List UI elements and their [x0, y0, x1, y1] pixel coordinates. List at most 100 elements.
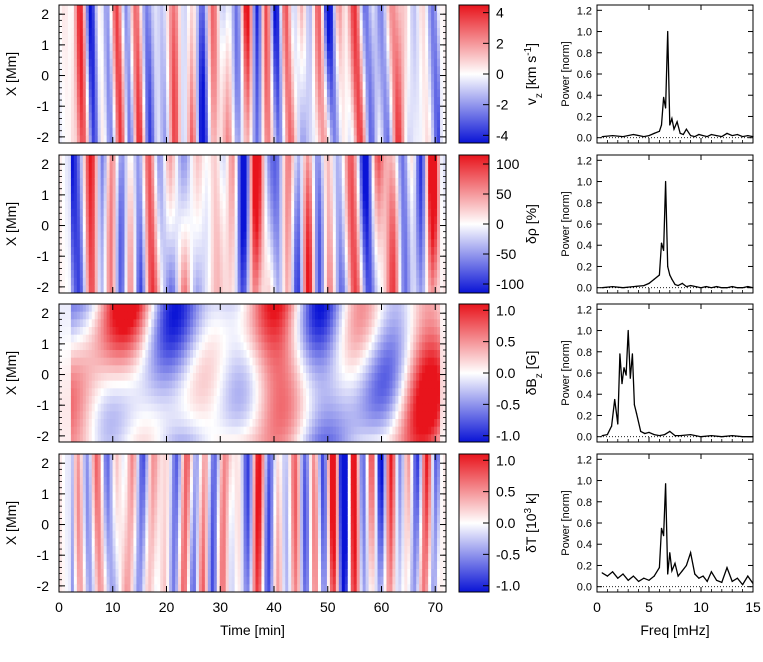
heatmap-cell — [213, 193, 218, 202]
heatmap-cell — [240, 43, 244, 52]
heatmap-cell — [389, 285, 393, 294]
heatmap-cell — [94, 254, 99, 263]
heatmap-cell — [243, 58, 247, 67]
heatmap-cell — [359, 35, 364, 44]
heatmap-cell — [97, 58, 102, 67]
heatmap-cell — [294, 12, 298, 21]
heatmap-cell — [315, 120, 319, 129]
heatmap-cell — [219, 20, 224, 29]
heatmap-cell — [213, 247, 218, 256]
heatmap-cell — [341, 216, 346, 225]
heatmap-cell — [175, 51, 179, 60]
heatmap-cell — [222, 97, 227, 106]
heatmap-cell — [109, 208, 113, 217]
heatmap-cell — [133, 185, 137, 194]
heatmap-cell — [365, 81, 369, 90]
heatmap-cell — [88, 135, 93, 144]
heatmap-cell — [85, 58, 90, 67]
y-tick-label: 0.6 — [577, 69, 592, 81]
heatmap-cell — [163, 112, 167, 121]
heatmap-cell — [338, 270, 343, 279]
heatmap-cell — [184, 247, 188, 256]
heatmap-cell — [303, 254, 307, 263]
heatmap-cell — [306, 277, 310, 286]
heatmap-cell — [234, 201, 239, 210]
heatmap-cell — [252, 185, 256, 194]
heatmap-cell — [317, 216, 322, 225]
heatmap-cell — [389, 262, 393, 271]
heatmap-cell — [297, 193, 301, 202]
heatmap-cell — [300, 97, 304, 106]
heatmap-cell — [353, 5, 358, 14]
heatmap-cell — [383, 51, 387, 60]
heatmap-cell — [255, 51, 259, 60]
heatmap-cell — [326, 51, 331, 60]
heatmap-cell — [386, 170, 390, 179]
heatmap-cell — [374, 66, 378, 75]
heatmap-cell — [166, 51, 170, 60]
heatmap-cell — [112, 254, 116, 263]
heatmap-cell — [294, 28, 298, 37]
heatmap-cell — [118, 43, 122, 52]
heatmap-cell — [219, 97, 224, 106]
heatmap-cell — [91, 112, 96, 121]
heatmap-cell — [79, 155, 84, 164]
heatmap-cell — [67, 58, 72, 67]
heatmap-cell — [151, 201, 155, 210]
heatmap-cell — [362, 104, 367, 113]
heatmap-cell — [243, 162, 247, 171]
heatmap-cell — [386, 231, 390, 240]
heatmap-cell — [326, 74, 331, 83]
heatmap-cell — [127, 20, 131, 29]
heatmap-cell — [201, 12, 206, 21]
heatmap-cell — [118, 5, 122, 14]
heatmap-cell — [395, 12, 399, 21]
heatmap-cell — [335, 20, 340, 29]
heatmap-cell — [297, 43, 301, 52]
heatmap-cell — [79, 66, 84, 75]
heatmap-cell — [368, 208, 372, 217]
heatmap-cell — [237, 43, 241, 52]
heatmap-cell — [258, 247, 262, 256]
heatmap-cell — [136, 247, 140, 256]
heatmap-cell — [207, 201, 212, 210]
heatmap-cell — [428, 35, 432, 44]
heatmap-cell — [94, 120, 99, 129]
heatmap-cell — [213, 285, 218, 294]
heatmap-cell — [347, 224, 352, 233]
heatmap-cell — [97, 162, 102, 171]
heatmap-cell — [437, 170, 441, 179]
heatmap-cell — [246, 135, 250, 144]
heatmap-cell — [192, 43, 197, 52]
heatmap-cell — [371, 239, 375, 248]
heatmap-cell — [267, 28, 271, 37]
heatmap-cell — [79, 120, 84, 129]
heatmap-cell — [67, 12, 72, 21]
heatmap-cell — [398, 162, 402, 171]
heatmap-cell — [121, 231, 125, 240]
heatmap-cell — [172, 262, 176, 271]
heatmap-cell — [356, 66, 361, 75]
heatmap-cell — [118, 162, 122, 171]
heatmap-cell — [243, 216, 247, 225]
heatmap-cell — [264, 89, 268, 98]
heatmap-cell — [401, 277, 405, 286]
heatmap-cell — [151, 193, 155, 202]
heatmap-cell — [166, 155, 170, 164]
heatmap-cell — [151, 170, 155, 179]
heatmap-cell — [386, 81, 390, 90]
heatmap-cell — [329, 20, 334, 29]
heatmap-cell — [151, 155, 155, 164]
heatmap-cell — [82, 231, 87, 240]
heatmap-cell — [303, 112, 307, 121]
heatmap-cell — [249, 201, 253, 210]
heatmap-cell — [187, 43, 191, 52]
heatmap-cell — [127, 89, 131, 98]
heatmap-cell — [362, 254, 367, 263]
heatmap-cell — [320, 43, 325, 52]
heatmap-cell — [216, 155, 221, 164]
heatmap-cell — [368, 20, 372, 29]
heatmap-cell — [261, 155, 265, 164]
heatmap-cell — [249, 112, 253, 121]
spectrum-point — [632, 286, 635, 288]
